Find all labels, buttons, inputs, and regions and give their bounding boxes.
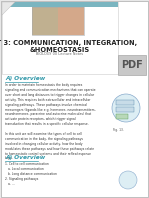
Text: A) Overview: A) Overview — [5, 155, 45, 160]
Text: BIOLOGY 00 Lecture Notes: BIOLOGY 00 Lecture Notes — [37, 52, 84, 56]
FancyBboxPatch shape — [116, 107, 134, 112]
FancyBboxPatch shape — [116, 100, 134, 105]
FancyBboxPatch shape — [118, 55, 146, 75]
FancyBboxPatch shape — [1, 1, 148, 197]
FancyBboxPatch shape — [2, 2, 118, 74]
Text: 1. Cell to cell communication
   a. Local communication
   b. Long distance comm: 1. Cell to cell communication a. Local c… — [5, 162, 57, 186]
Polygon shape — [2, 2, 15, 15]
FancyBboxPatch shape — [116, 114, 128, 119]
FancyBboxPatch shape — [58, 7, 84, 35]
FancyBboxPatch shape — [32, 7, 58, 35]
Text: Fig. 13.: Fig. 13. — [113, 128, 124, 132]
FancyBboxPatch shape — [2, 2, 118, 7]
Text: UNIT 3: COMMUNICATION, INTEGRATION,
&HOMEOSTASIS: UNIT 3: COMMUNICATION, INTEGRATION, &HOM… — [0, 40, 137, 53]
Text: In order to maintain homeostasis the body requires
signaling and communication m: In order to maintain homeostasis the bod… — [5, 83, 96, 161]
Text: A) Overview: A) Overview — [5, 76, 45, 81]
Text: PDF: PDF — [121, 60, 143, 70]
Circle shape — [112, 94, 140, 122]
Circle shape — [119, 171, 137, 189]
